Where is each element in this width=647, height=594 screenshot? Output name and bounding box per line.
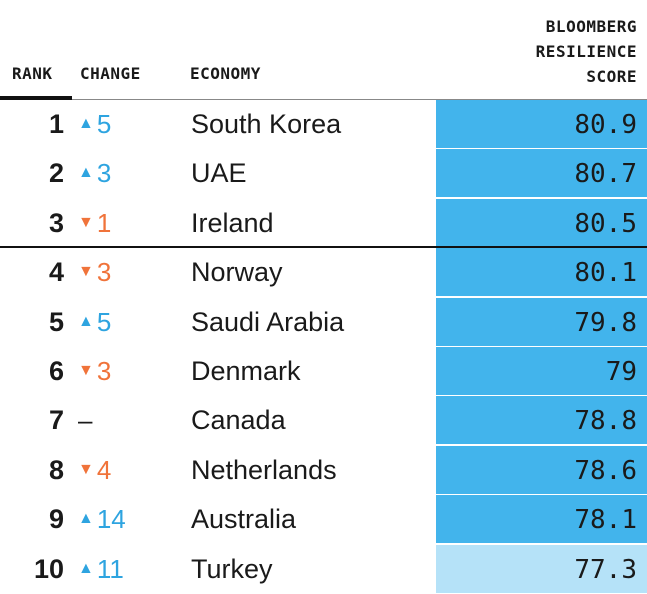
row-separator: [436, 444, 647, 446]
change-cell: ▲ 3: [78, 158, 111, 189]
change-value: 5: [96, 109, 112, 139]
change-cell: ▼ 1: [78, 208, 111, 239]
score-bar: [436, 248, 647, 297]
economy-cell: Denmark: [191, 356, 301, 386]
change-value: 1: [96, 207, 112, 238]
score-cell: 80.9: [574, 110, 637, 140]
rank-cell: 4: [48, 257, 64, 288]
score-bar: [436, 495, 647, 544]
score-header-line-1: BLOOMBERG: [545, 17, 637, 36]
rank-cell: 9: [48, 504, 64, 535]
change-value: 4: [96, 454, 112, 485]
rank-cell: 1: [48, 109, 64, 139]
score-header-line-2: RESILIENCE: [535, 42, 637, 61]
row-separator: [436, 148, 647, 149]
score-bar: [436, 100, 647, 148]
change-value: –: [78, 405, 93, 436]
rank-cell: 10: [33, 553, 64, 584]
score-bar: [436, 396, 647, 445]
up-arrow-icon: ▲: [78, 312, 94, 330]
rank-header-underline: [0, 96, 72, 100]
up-arrow-icon: ▲: [78, 164, 94, 182]
table-row: 5 ▲ 5 Saudi Arabia 79.8: [0, 297, 647, 347]
score-column-header: BLOOMBERG RESILIENCE SCORE: [536, 14, 637, 89]
rank-cell: 7: [48, 405, 64, 436]
score-bar: [436, 347, 647, 395]
economy-cell: Ireland: [191, 207, 274, 238]
score-bar: [436, 297, 647, 346]
change-cell: ▲ 5: [78, 109, 111, 140]
change-cell: ▲ 14: [78, 504, 126, 535]
economy-cell: UAE: [191, 158, 247, 189]
score-cell: 78.1: [574, 505, 637, 536]
table-row: 1 ▲ 5 South Korea 80.9: [0, 100, 647, 149]
score-cell: 79: [605, 357, 637, 387]
change-cell: –: [78, 405, 92, 436]
row-separator: [436, 296, 647, 298]
score-cell: 77.3: [574, 554, 637, 585]
economy-cell: Norway: [191, 257, 283, 288]
economy-cell: Australia: [191, 504, 297, 535]
change-cell: ▼ 4: [78, 455, 111, 486]
rank-cell: 5: [48, 306, 64, 337]
down-arrow-icon: ▼: [78, 213, 94, 231]
table-row: 4 ▼ 3 Norway 80.1: [0, 248, 647, 298]
change-value: 3: [96, 158, 112, 189]
down-arrow-icon: ▼: [78, 263, 94, 281]
up-arrow-icon: ▲: [78, 559, 94, 577]
score-cell: 79.8: [574, 307, 637, 338]
table-row: 8 ▼ 4 Netherlands 78.6: [0, 445, 647, 495]
up-arrow-icon: ▲: [78, 115, 94, 132]
change-cell: ▼ 3: [78, 356, 111, 387]
economy-cell: Saudi Arabia: [191, 306, 345, 337]
table-row: 7– Canada 78.8: [0, 396, 647, 446]
top-three-divider: [0, 246, 647, 248]
change-column-header: CHANGE: [80, 64, 141, 83]
change-cell: ▲ 11: [78, 554, 124, 585]
score-bar: [436, 198, 647, 247]
rank-cell: 8: [48, 454, 64, 485]
score-bar: [436, 445, 647, 494]
rank-cell: 3: [48, 207, 64, 238]
score-cell: 78.6: [574, 455, 637, 486]
down-arrow-icon: ▼: [78, 460, 94, 478]
economy-cell: South Korea: [191, 109, 342, 139]
table-row: 3 ▼ 1 Ireland 80.5: [0, 198, 647, 248]
rank-cell: 6: [48, 356, 64, 386]
change-value: 3: [96, 257, 112, 288]
row-separator: [436, 395, 647, 396]
table-row: 9 ▲ 14 Australia 78.1: [0, 495, 647, 545]
change-cell: ▼ 3: [78, 257, 111, 288]
up-arrow-icon: ▲: [78, 510, 94, 528]
row-separator: [436, 592, 647, 594]
change-value: 5: [96, 306, 112, 337]
score-cell: 80.5: [574, 208, 637, 239]
table-row: 10 ▲ 11 Turkey 77.3: [0, 544, 647, 594]
change-cell: ▲ 5: [78, 307, 111, 338]
change-value: 11: [96, 553, 124, 584]
table-row: 6 ▼ 3 Denmark 79: [0, 347, 647, 396]
row-separator: [436, 345, 647, 347]
row-separator: [436, 543, 647, 545]
down-arrow-icon: ▼: [78, 362, 94, 379]
change-value: 3: [96, 356, 112, 386]
score-bar: [436, 544, 647, 593]
rank-cell: 2: [48, 158, 64, 189]
economy-column-header: ECONOMY: [190, 64, 261, 83]
economy-cell: Canada: [191, 405, 286, 436]
row-separator: [436, 493, 647, 495]
header-divider: [72, 99, 647, 100]
row-separator: [436, 197, 647, 199]
change-value: 14: [96, 504, 126, 535]
economy-cell: Netherlands: [191, 454, 337, 485]
score-bar: [436, 149, 647, 198]
score-cell: 80.1: [574, 258, 637, 289]
table-row: 2 ▲ 3 UAE 80.7: [0, 149, 647, 199]
score-header-line-3: SCORE: [586, 67, 637, 86]
score-cell: 80.7: [574, 159, 637, 190]
economy-cell: Turkey: [191, 553, 273, 584]
score-cell: 78.8: [574, 406, 637, 437]
rank-column-header: RANK: [12, 64, 53, 83]
